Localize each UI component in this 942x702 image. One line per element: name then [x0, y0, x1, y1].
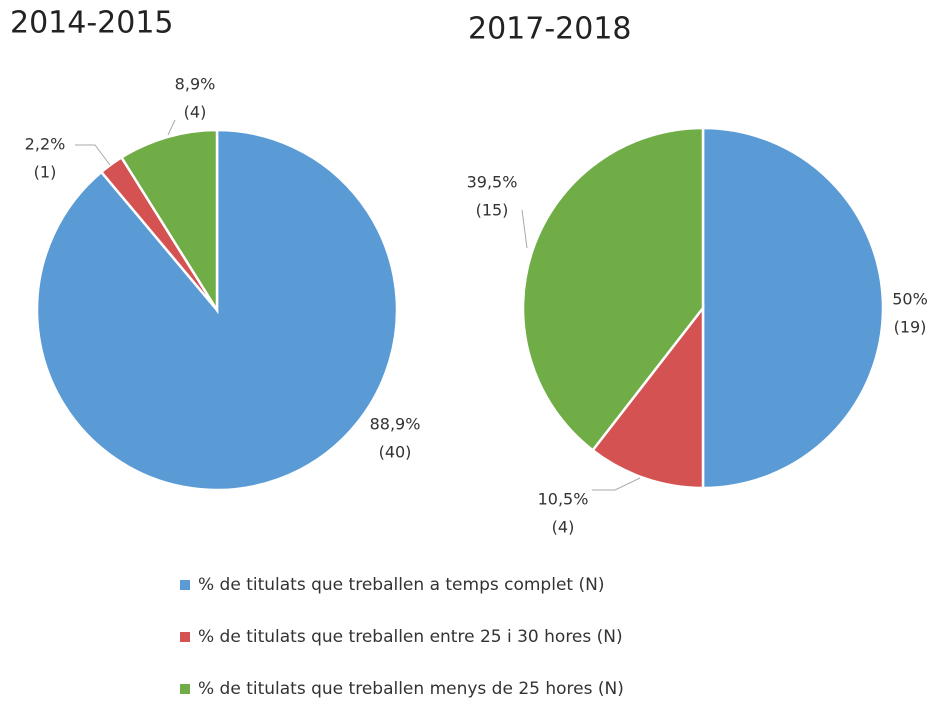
count-label: (4)	[184, 103, 207, 122]
value-label: 50%	[892, 290, 928, 309]
legend-label: % de titulats que treballen a temps comp…	[198, 575, 604, 595]
count-label: (15)	[476, 201, 509, 220]
count-label: (1)	[34, 163, 57, 182]
count-label: (4)	[552, 518, 575, 537]
chart-title: 2014-2015	[10, 6, 174, 41]
value-label: 39,5%	[467, 173, 518, 192]
leader-line	[75, 144, 111, 166]
pie-slice	[701, 126, 885, 490]
legend-marker	[180, 684, 190, 694]
count-label: (19)	[894, 318, 927, 337]
pie-slice	[590, 304, 705, 490]
count-label: (40)	[379, 443, 412, 462]
legend-marker	[180, 632, 190, 642]
leader-line	[592, 477, 641, 491]
chart-title: 2017-2018	[468, 12, 632, 47]
pie-slice	[119, 128, 219, 315]
pie-slice	[35, 128, 399, 492]
pie-slice	[521, 126, 705, 452]
leader-line	[167, 119, 176, 136]
legend-marker	[180, 580, 190, 590]
value-label: 2,2%	[25, 135, 66, 154]
value-label: 8,9%	[175, 75, 216, 94]
legend-label: % de titulats que treballen menys de 25 …	[198, 679, 624, 699]
value-label: 10,5%	[538, 490, 589, 509]
value-label: 88,9%	[370, 415, 421, 434]
leader-line	[521, 209, 528, 249]
legend-label: % de titulats que treballen entre 25 i 3…	[198, 627, 623, 647]
